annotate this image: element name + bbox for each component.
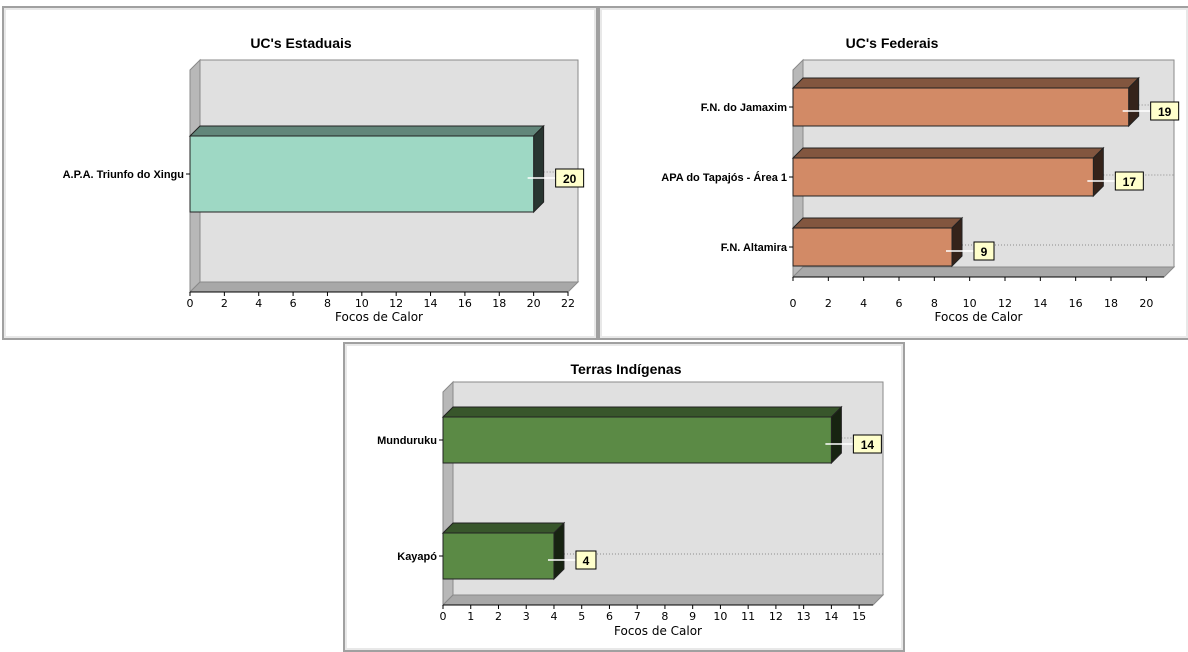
x-tick-label: 10 [963, 297, 977, 310]
bar-top-face [441, 406, 843, 418]
data-label: 4 [583, 554, 590, 568]
x-tick-label: 14 [824, 610, 838, 623]
x-tick-label: 12 [769, 610, 783, 623]
x-tick-label: 3 [523, 610, 530, 623]
x-tick-label: 12 [998, 297, 1012, 310]
x-tick-label: 10 [713, 610, 727, 623]
data-label-box [575, 550, 597, 570]
x-tick-label: 8 [324, 297, 331, 310]
x-tick-label: 14 [424, 297, 438, 310]
chart-panel-terras-indigenas: Terras Indígenas 0 1 2 3 4 5 6 7 8 9 10 11 12 13 14 15 Fo… [343, 342, 905, 652]
x-tick-label: 13 [797, 610, 811, 623]
x-tick-label: 9 [689, 610, 696, 623]
bar [792, 87, 1130, 127]
chart-panel-uc-estaduais: UC's Estaduais 0 2 4 6 8 10 12 14 16 18 20 22 Focos d… [2, 6, 598, 340]
x-axis-label: Focos de Calor [935, 310, 1023, 324]
bar [189, 135, 535, 213]
x-tick-label: 0 [187, 297, 194, 310]
data-label-box [555, 168, 585, 188]
x-tick-label: 18 [492, 297, 506, 310]
x-axis-label: Focos de Calor [614, 624, 702, 638]
x-tick-label: 8 [661, 610, 668, 623]
bar [442, 532, 555, 580]
bar-side-face [553, 521, 565, 581]
bar-side-face [533, 124, 545, 214]
x-tick-label: 8 [931, 297, 938, 310]
x-tick-label: 12 [389, 297, 403, 310]
data-label-box [852, 434, 882, 454]
x-tick-label: 0 [790, 297, 797, 310]
x-tick-label: 6 [606, 610, 613, 623]
x-axis-label: Focos de Calor [335, 310, 423, 324]
x-tick-label: 1 [467, 610, 474, 623]
bar-top-face [441, 522, 566, 534]
data-label-box [973, 241, 995, 261]
category-label: A.P.A. Triunfo do Xingu [63, 169, 184, 181]
x-tick-label: 4 [255, 297, 262, 310]
bar-top-face [791, 217, 964, 229]
x-tick-label: 6 [896, 297, 903, 310]
category-label: F.N. do Jamaxim [701, 102, 787, 114]
plot-floor [441, 594, 885, 606]
x-tick-label: 4 [550, 610, 557, 623]
bar [792, 227, 953, 267]
bar-top-face [791, 77, 1140, 89]
chart-uc-federais: UC's Federais 0 2 4 6 8 10 12 14 16 18 20 Focos de C… [661, 35, 1180, 324]
category-label: F.N. Altamira [721, 242, 788, 254]
bar-top-face [188, 125, 545, 137]
x-tick-label: 14 [1033, 297, 1047, 310]
data-label: 20 [563, 172, 577, 186]
x-tick-label: 22 [561, 297, 575, 310]
bar [442, 416, 832, 464]
data-label: 19 [1158, 105, 1172, 119]
plot-floor [188, 281, 580, 293]
x-tick-label: 16 [1069, 297, 1083, 310]
category-label: Munduruku [377, 435, 437, 447]
data-label: 14 [861, 438, 875, 452]
x-tick-label: 18 [1104, 297, 1118, 310]
data-label-box [1150, 101, 1180, 121]
x-tick-label: 20 [1139, 297, 1153, 310]
bar-side-face [830, 405, 842, 465]
chart-title: Terras Indígenas [570, 361, 681, 377]
x-tick-label: 15 [852, 610, 866, 623]
x-tick-label: 10 [355, 297, 369, 310]
chart-panel-uc-federais: UC's Federais 0 2 4 6 8 10 12 14 16 18 20 Focos de C… [598, 6, 1188, 340]
x-tick-label: 2 [495, 610, 502, 623]
x-tick-label: 0 [440, 610, 447, 623]
x-tick-label: 2 [221, 297, 228, 310]
bar [792, 157, 1094, 197]
bar-top-face [791, 147, 1105, 159]
category-label: APA do Tapajós - Área 1 [661, 171, 787, 184]
x-tick-label: 16 [458, 297, 472, 310]
x-tick-label: 2 [825, 297, 832, 310]
x-tick-label: 4 [860, 297, 867, 310]
chart-title: UC's Federais [846, 35, 939, 51]
data-label-box [1114, 171, 1144, 191]
category-label: Kayapó [397, 551, 437, 563]
chart-uc-estaduais: UC's Estaduais 0 2 4 6 8 10 12 14 16 18 20 22 Focos d… [63, 35, 585, 324]
x-tick-label: 11 [741, 610, 755, 623]
x-tick-label: 7 [634, 610, 641, 623]
x-tick-label: 20 [527, 297, 541, 310]
chart-title: UC's Estaduais [250, 35, 352, 51]
data-label: 9 [981, 245, 988, 259]
x-tick-label: 6 [290, 297, 297, 310]
plot-floor [791, 266, 1176, 278]
x-tick-label: 5 [578, 610, 585, 623]
data-label: 17 [1123, 175, 1137, 189]
